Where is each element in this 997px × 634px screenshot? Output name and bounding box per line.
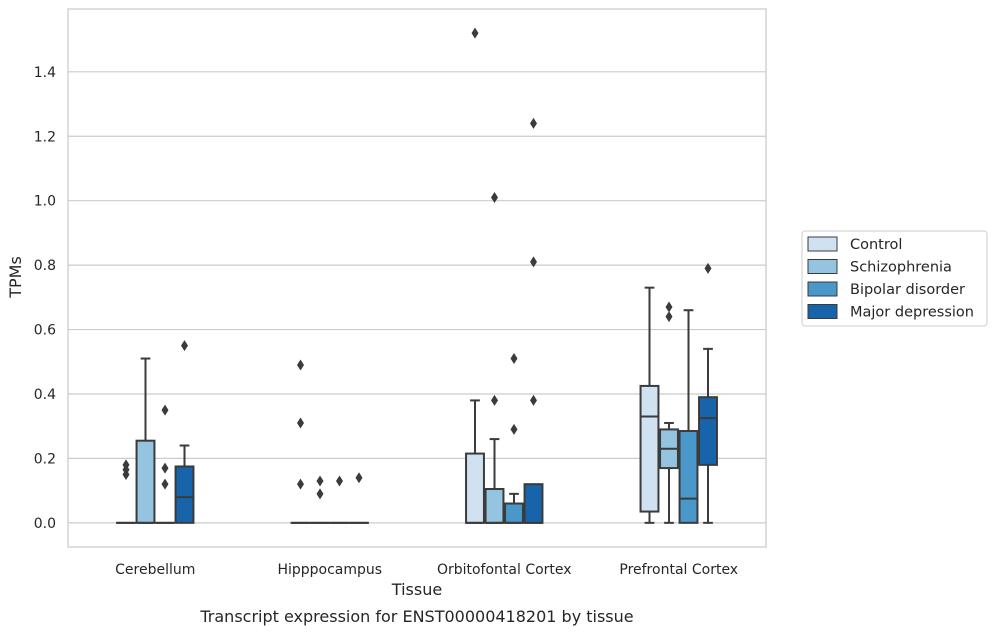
outlier-point [530,117,537,129]
box [174,340,195,524]
box [639,286,660,524]
outlier-point [316,488,324,500]
legend-item: Bipolar disorder [807,281,965,298]
box [504,353,524,524]
legend: Control Schizophrenia Bipolar disorder Majo… [801,230,988,327]
x-tick-label: Prefrontal Cortex [619,562,738,578]
outlier-point [491,191,498,203]
y-tick-label: 0.6 [34,323,56,339]
box-layer [116,27,718,524]
outlier-point [355,472,363,484]
box-rect [698,396,718,466]
box [484,191,505,524]
legend-swatch [807,281,838,297]
outlier-point [704,262,712,274]
plot-area-frame [67,8,767,548]
box [659,301,679,524]
outlier-point [297,417,304,429]
box-rect [484,488,505,524]
y-tick-label: 0.8 [34,258,56,274]
y-tick-label: 0.4 [34,387,56,403]
box-rect [504,502,524,524]
box [329,475,350,524]
box-rect [174,465,195,524]
x-tick-label: Hipppocampus [277,562,382,578]
outlier-point [316,475,324,487]
legend-label: Major depression [850,305,974,321]
outlier-point [122,459,130,471]
box [155,404,175,524]
outlier-point [161,478,169,490]
legend-frame [801,230,988,327]
y-tick-label: 0.0 [34,516,56,532]
box [465,27,485,524]
legend-label: Control [850,237,902,253]
box [290,359,311,524]
chart-title: Transcript expression for ENST0000041820… [199,607,633,626]
box [523,117,544,524]
y-axis-ticks: 0.0 0.2 0.4 0.6 0.8 1.0 1.2 1.4 [34,65,56,532]
box [678,309,699,524]
outlier-point [510,423,518,435]
outlier-point [471,27,479,39]
box [116,459,136,524]
box [310,475,330,524]
y-tick-label: 0.2 [34,451,56,467]
y-tick-label: 1.2 [34,129,56,145]
outlier-point [665,311,673,323]
y-tick-label: 1.4 [34,65,56,81]
outlier-point [665,301,673,313]
x-tick-label: Cerebellum [115,562,195,578]
legend-swatch [807,304,838,319]
outlier-point [530,256,537,268]
outlier-point [161,462,169,474]
box-rect [465,452,485,524]
box [698,262,718,524]
y-tick-label: 1.0 [34,194,56,210]
outlier-point [181,340,188,352]
box-rect [523,483,544,524]
box [135,357,156,524]
box-rect [135,439,156,524]
legend-swatch [807,236,838,252]
x-tick-label: Orbitofontal Cortex [437,562,572,578]
legend-item: Control [807,236,902,253]
outlier-point [530,394,537,406]
legend-item: Schizophrenia [807,259,952,276]
outlier-point [297,359,304,371]
legend-swatch [807,259,838,274]
legend-label: Bipolar disorder [850,282,965,298]
x-axis-ticks: Cerebellum Hipppocampus Orbitofontal Corte… [115,562,738,578]
box [349,472,369,524]
box-rect [639,384,660,513]
outlier-point [161,404,169,416]
legend-label: Schizophrenia [850,260,952,276]
x-axis-label: Tissue [391,580,442,599]
outlier-point [510,353,518,365]
y-axis-label: TPMs [6,256,25,299]
box-rect [678,430,699,524]
legend-item: Major depression [807,304,974,321]
outlier-point [297,478,304,490]
outlier-point [491,394,498,406]
outlier-point [336,475,343,487]
